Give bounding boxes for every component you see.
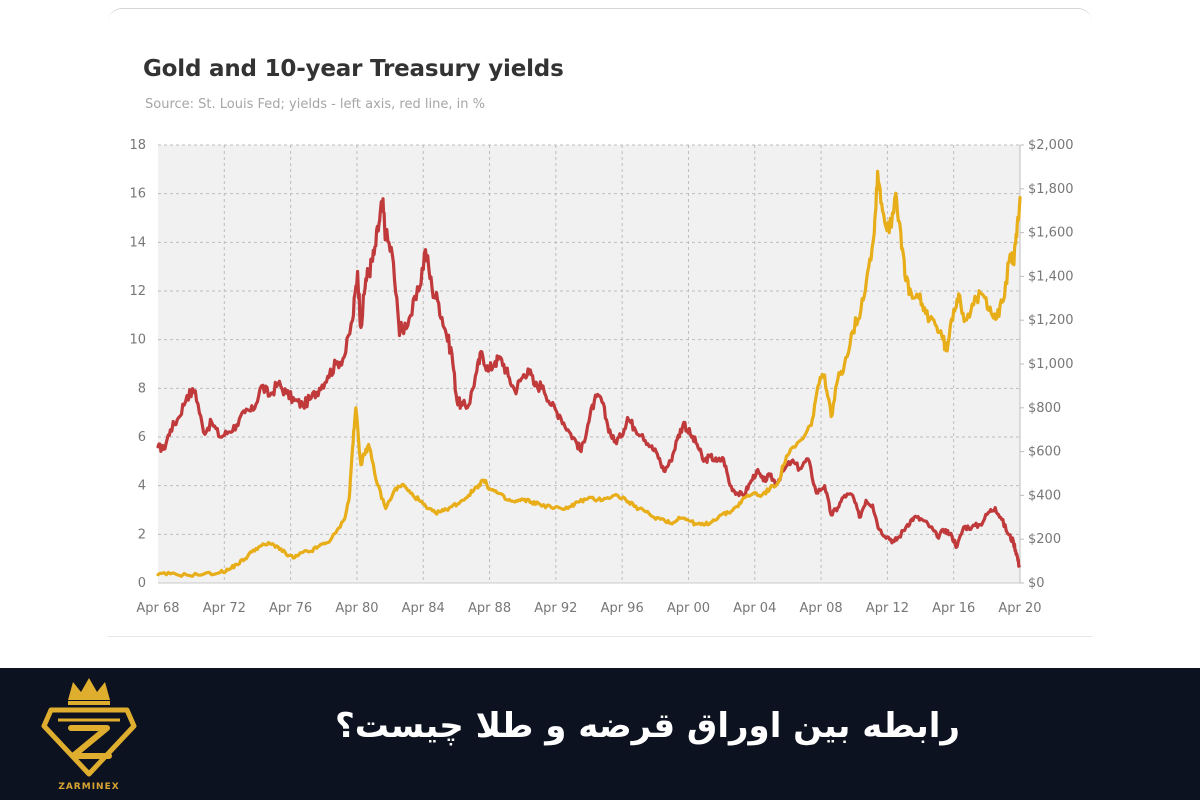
y-right-tick-label: $800 (1028, 401, 1061, 416)
y-left-tick-label: 4 (138, 479, 146, 494)
gold-treasury-line-chart: 0 2 4 6 8 10 12 14 16 18 $0 $200 $400 $600 $800 $1,000 $… (129, 138, 1073, 616)
zarminex-logo: ZARMINEX (28, 674, 150, 798)
chart-title: Gold and 10-year Treasury yields (143, 56, 564, 82)
chart-subtitle: Source: St. Louis Fed; yields - left axi… (145, 97, 485, 112)
y-right-tick-label: $600 (1028, 445, 1061, 460)
y-right-tick-label: $1,800 (1028, 182, 1074, 197)
y-left-tick-label: 16 (129, 187, 146, 202)
chart-tick-labels: 0 2 4 6 8 10 12 14 16 18 $0 $200 $400 $600 $800 $1,000 $… (129, 138, 1073, 616)
banner-headline: رابطه بین اوراق قرضه و طلا چیست؟ (335, 706, 960, 746)
x-tick-label: Apr 80 (335, 601, 378, 616)
y-right-tick-label: $2,000 (1028, 138, 1074, 153)
gold-price-series-line (156, 169, 1022, 578)
chart-card (108, 8, 1092, 641)
y-left-tick-label: 8 (138, 381, 146, 396)
x-tick-label: Apr 72 (203, 601, 246, 616)
y-left-tick-label: 14 (129, 235, 146, 250)
x-tick-label: Apr 20 (998, 601, 1041, 616)
brand-name: ZARMINEX (58, 782, 120, 792)
y-left-tick-label: 2 (138, 527, 146, 542)
plot-area (158, 145, 1020, 583)
y-right-tick-label: $400 (1028, 488, 1061, 503)
x-tick-label: Apr 96 (601, 601, 644, 616)
y-right-tick-label: $200 (1028, 532, 1061, 547)
chart-series-lines (156, 169, 1022, 578)
x-tick-label: Apr 92 (534, 601, 577, 616)
x-tick-label: Apr 00 (667, 601, 710, 616)
x-tick-label: Apr 04 (733, 601, 776, 616)
y-right-tick-label: $1,000 (1028, 357, 1074, 372)
x-tick-label: Apr 16 (932, 601, 975, 616)
footer-banner: ZARMINEX رابطه بین اوراق قرضه و طلا چیست… (0, 668, 1200, 800)
chart-card-bottom-divider (108, 636, 1092, 637)
x-tick-label: Apr 68 (136, 601, 179, 616)
y-right-tick-label: $0 (1028, 576, 1045, 591)
crowned-diamond-z-logo-icon (41, 678, 137, 777)
y-left-tick-label: 0 (138, 576, 146, 591)
y-left-tick-label: 6 (138, 430, 146, 445)
x-tick-label: Apr 12 (866, 601, 909, 616)
x-tick-label: Apr 84 (402, 601, 445, 616)
y-right-tick-label: $1,600 (1028, 226, 1074, 241)
y-left-tick-label: 10 (129, 333, 146, 348)
treasury-yield-series-line (156, 197, 1021, 568)
x-tick-label: Apr 88 (468, 601, 511, 616)
x-tick-label: Apr 08 (799, 601, 842, 616)
x-tick-label: Apr 76 (269, 601, 312, 616)
y-right-tick-label: $1,400 (1028, 269, 1074, 284)
y-right-tick-label: $1,200 (1028, 313, 1074, 328)
y-left-tick-label: 12 (129, 284, 146, 299)
y-left-tick-label: 18 (129, 138, 146, 153)
